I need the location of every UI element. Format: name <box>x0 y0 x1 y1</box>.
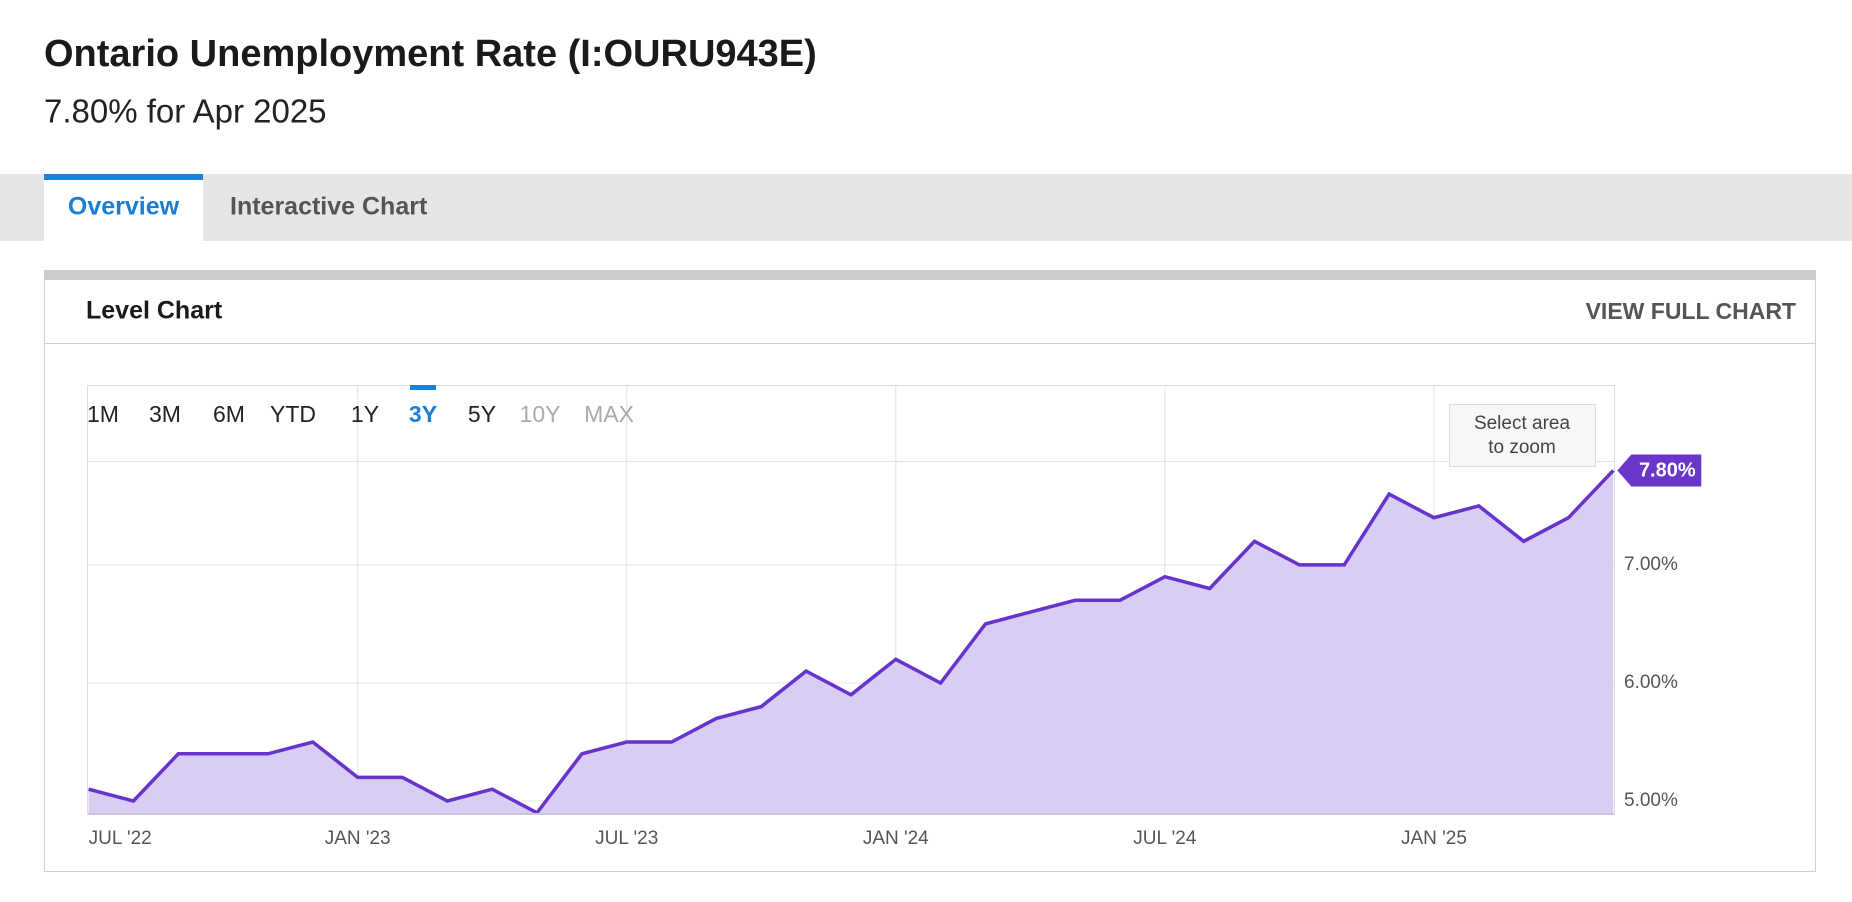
tab[interactable]: Interactive Chart <box>230 193 428 221</box>
range-active-bar <box>410 385 436 390</box>
x-tick-label: JAN '25 <box>1401 828 1467 849</box>
page-title: Ontario Unemployment Rate (I:OURU943E) <box>44 33 817 75</box>
tab-active-bg <box>44 174 203 241</box>
x-tick-label: JUL '24 <box>1133 828 1197 849</box>
x-tick-label: JUL '22 <box>89 828 152 849</box>
panel-title: Level Chart <box>86 297 223 325</box>
range-button[interactable]: YTD <box>270 401 316 427</box>
tab-active-bar <box>44 174 203 180</box>
range-button[interactable]: 6M <box>213 401 245 427</box>
y-tick-label: 6.00% <box>1624 672 1678 693</box>
range-button: MAX <box>584 401 634 427</box>
range-button[interactable]: 3Y <box>409 401 437 427</box>
x-tick-label: JUL '23 <box>595 828 658 849</box>
value-label-tag <box>1617 454 1702 487</box>
y-tick-label: 5.00% <box>1624 790 1678 811</box>
tab-bar <box>0 174 1852 241</box>
page-subtitle: 7.80% for Apr 2025 <box>44 93 327 130</box>
panel-top-bar <box>44 270 1816 280</box>
line <box>88 469 1615 816</box>
zoom-hint: Select area to zoom <box>1474 413 1571 458</box>
range-button[interactable]: 1Y <box>351 401 379 427</box>
range-button[interactable]: 5Y <box>468 401 496 427</box>
zoom-hint-box <box>1449 404 1596 467</box>
tab[interactable]: Overview <box>68 193 180 221</box>
range-button[interactable]: 3M <box>149 401 181 427</box>
area <box>88 470 1614 814</box>
range-button: 10Y <box>520 401 561 427</box>
y-tick-label: 7.00% <box>1624 554 1678 575</box>
value-label: 7.80% <box>1639 460 1696 482</box>
x-tick-label: JAN '24 <box>863 828 929 849</box>
range-button[interactable]: 1M <box>87 401 119 427</box>
x-tick-label: JAN '23 <box>325 828 391 849</box>
view-full-chart[interactable]: VIEW FULL CHART <box>1586 298 1796 324</box>
